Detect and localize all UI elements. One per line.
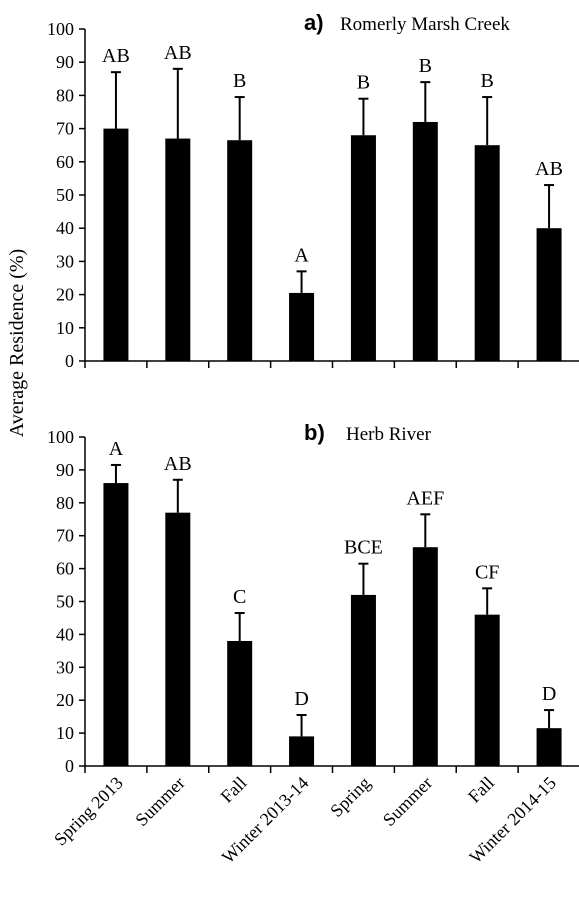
panel-letter: a) <box>304 10 324 35</box>
bar <box>103 128 129 361</box>
x-tick-label: Fall <box>464 773 498 807</box>
bar <box>289 292 315 361</box>
significance-label: AB <box>535 158 563 180</box>
x-tick-label: Fall <box>217 773 251 807</box>
significance-label: B <box>357 72 370 94</box>
significance-label: CF <box>475 561 499 583</box>
bar <box>165 138 191 361</box>
y-tick-label: 20 <box>56 690 74 710</box>
bar <box>474 145 500 361</box>
y-tick-label: 30 <box>56 657 74 677</box>
y-tick-label: 50 <box>56 592 74 612</box>
bar <box>227 140 253 361</box>
significance-label: AB <box>164 42 192 64</box>
y-tick-label: 10 <box>56 318 74 338</box>
panel-title: Herb River <box>346 424 432 445</box>
bar <box>474 614 500 766</box>
y-tick-label: 90 <box>56 52 74 72</box>
y-tick-label: 0 <box>65 756 74 776</box>
y-tick-label: 80 <box>56 85 74 105</box>
y-axis-label: Average Residence (%) <box>6 249 28 437</box>
significance-label: A <box>109 438 124 460</box>
x-tick-label: Summer <box>379 773 436 830</box>
significance-label: AEF <box>406 487 444 509</box>
y-tick-label: 100 <box>47 19 74 39</box>
bar <box>103 483 129 766</box>
significance-label: D <box>542 683 556 705</box>
bar <box>412 547 438 766</box>
bar <box>350 135 376 361</box>
bar <box>412 121 438 362</box>
bar <box>227 640 253 766</box>
y-tick-label: 40 <box>56 218 74 238</box>
y-tick-label: 100 <box>47 427 74 447</box>
significance-label: C <box>233 586 246 608</box>
y-tick-label: 60 <box>56 559 74 579</box>
panel-b-herb-river: 0 10 20 30 40 50 60 70 80 90 100 A Spring 2013 AB Summ… <box>47 420 579 867</box>
significance-label: A <box>294 244 309 266</box>
y-tick-label: 60 <box>56 152 74 172</box>
panel-letter: b) <box>304 420 325 445</box>
y-tick-label: 70 <box>56 526 74 546</box>
bar <box>289 736 315 766</box>
y-tick-label: 10 <box>56 723 74 743</box>
y-tick-label: 90 <box>56 460 74 480</box>
bar <box>165 512 191 766</box>
significance-label: B <box>419 55 432 77</box>
y-tick-label: 50 <box>56 185 74 205</box>
bar <box>536 728 562 766</box>
significance-label: B <box>233 70 246 92</box>
significance-label: AB <box>164 453 192 475</box>
y-tick-label: 30 <box>56 251 74 271</box>
y-tick-label: 20 <box>56 285 74 305</box>
x-tick-label: Spring 2013 <box>50 773 127 850</box>
significance-label: BCE <box>344 537 383 559</box>
significance-label: D <box>294 688 308 710</box>
x-tick-label: Summer <box>131 773 188 830</box>
y-tick-label: 0 <box>65 351 74 371</box>
significance-label: AB <box>102 45 130 67</box>
bar <box>536 228 562 361</box>
bar <box>350 594 376 766</box>
y-tick-label: 80 <box>56 493 74 513</box>
y-tick-label: 70 <box>56 119 74 139</box>
x-tick-label: Spring <box>326 773 374 821</box>
significance-label: B <box>481 70 494 92</box>
panel-title: Romerly Marsh Creek <box>340 14 510 35</box>
y-tick-label: 40 <box>56 624 74 644</box>
